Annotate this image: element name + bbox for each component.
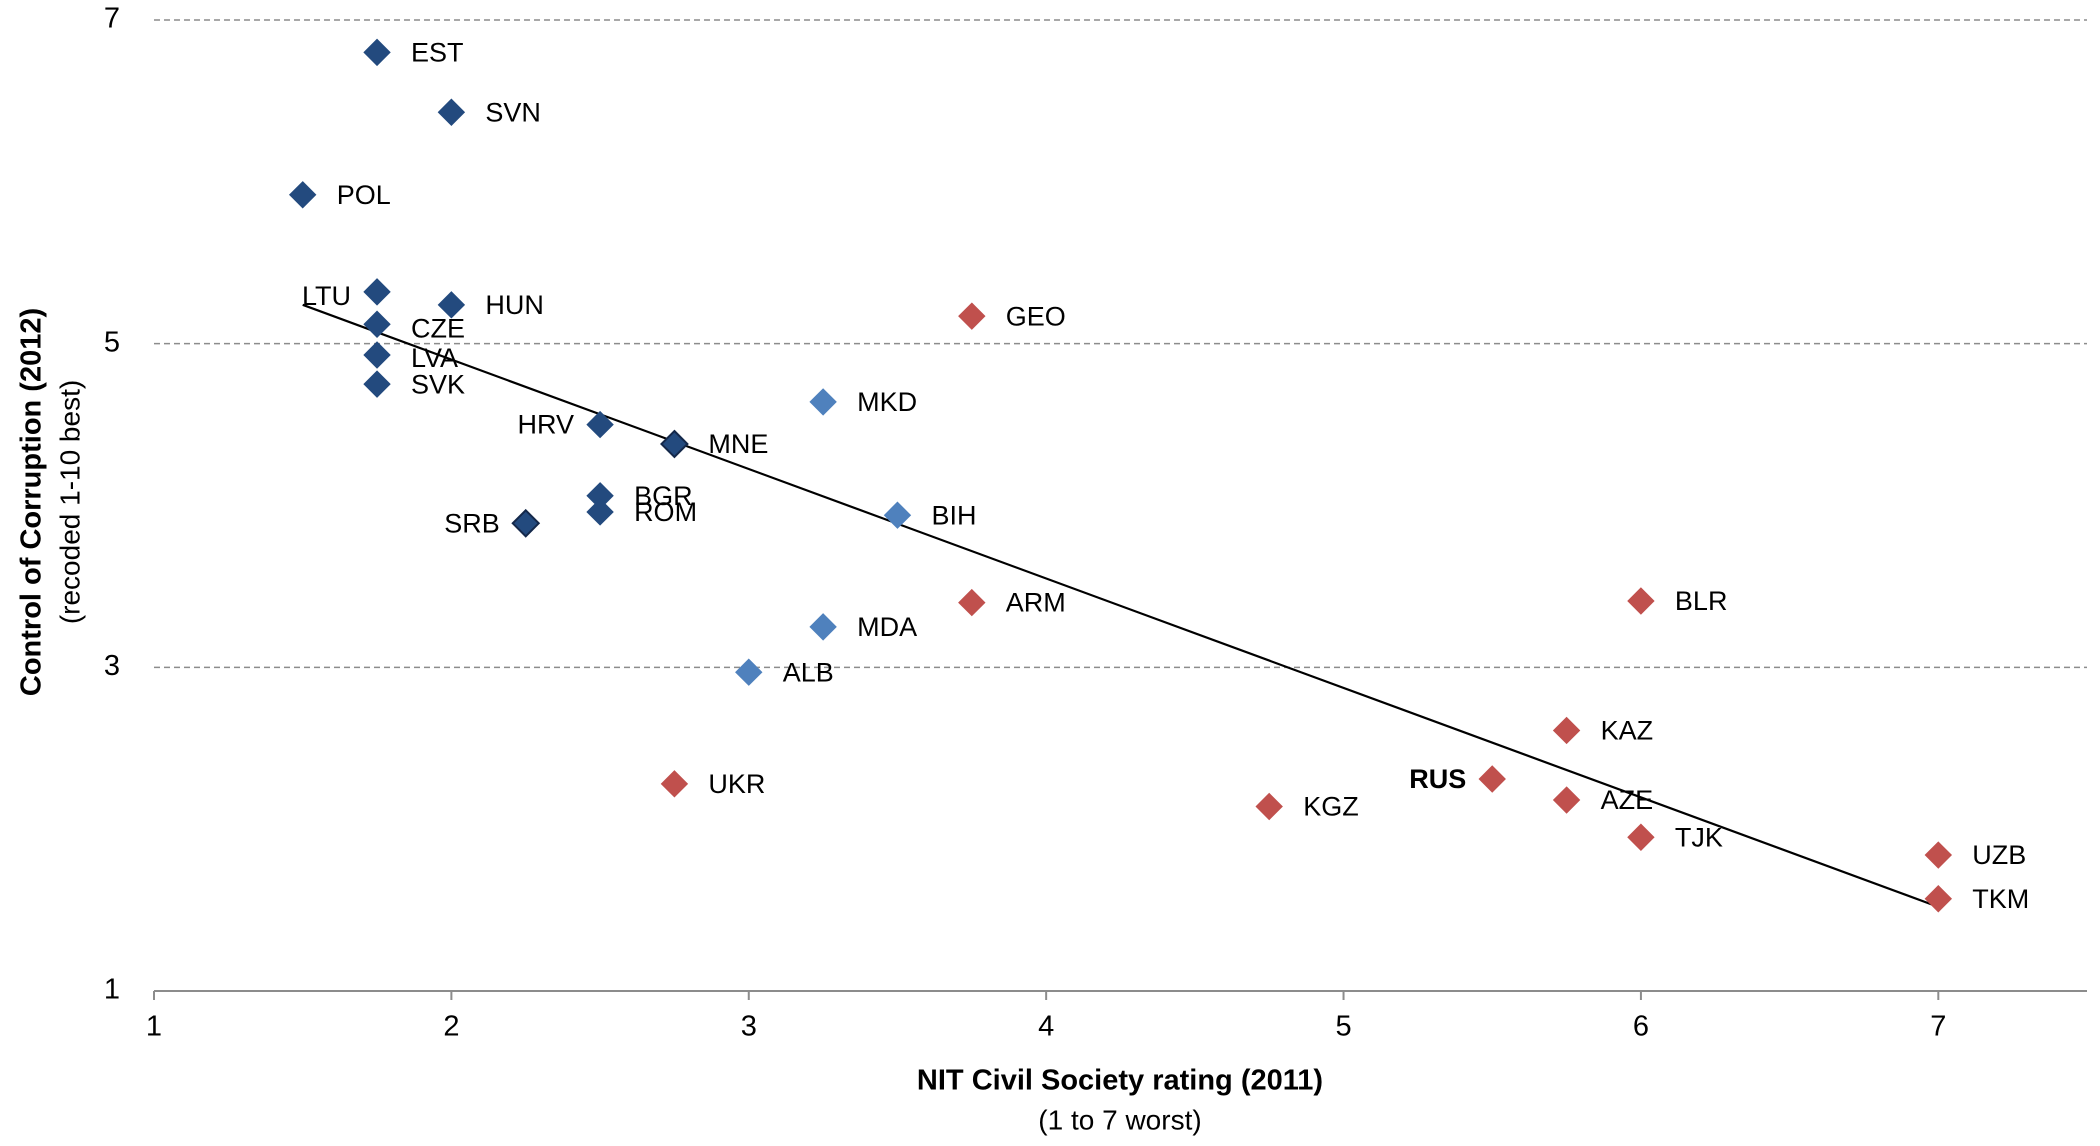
point [958, 588, 986, 617]
point-label: MKD [857, 387, 917, 417]
x-axis-title: NIT Civil Society rating (2011) [917, 1065, 1323, 1097]
point [437, 291, 466, 319]
point [958, 302, 986, 330]
y-axis-subtitle: (recoded 1-10 best) [54, 380, 85, 624]
y-tick-label: 1 [104, 974, 120, 1006]
point [1924, 841, 1953, 869]
point-label: LTU [302, 281, 351, 311]
point [735, 658, 763, 686]
point [1478, 765, 1506, 793]
x-tick-label: 4 [1038, 1011, 1054, 1043]
point [363, 38, 391, 67]
point-label: AZE [1601, 785, 1654, 815]
x-tick-label: 3 [741, 1011, 757, 1043]
point [363, 341, 391, 369]
point-label: HUN [485, 290, 544, 320]
y-tick-label: 7 [104, 3, 120, 35]
point [586, 410, 614, 439]
point-label: KAZ [1601, 716, 1654, 746]
point-label: UZB [1972, 840, 2026, 870]
point [1255, 792, 1283, 821]
point-label: HRV [518, 410, 575, 440]
point [883, 501, 912, 529]
point [1627, 587, 1655, 615]
point [586, 498, 614, 526]
point [363, 278, 391, 306]
point-label: RUS [1409, 764, 1466, 794]
point-label: TKM [1972, 884, 2029, 914]
point-label: UKR [708, 769, 765, 799]
point [1627, 823, 1655, 851]
y-axis-title: Control of Corruption (2012) [16, 308, 48, 696]
point-label: SVK [411, 369, 465, 399]
point-label: SRB [444, 508, 500, 538]
trend-line [302, 303, 1939, 908]
point-label: BLR [1675, 586, 1728, 616]
x-tick-label: 1 [146, 1011, 162, 1043]
point [437, 98, 466, 126]
point-label: KGZ [1303, 792, 1359, 822]
point-label: CZE [411, 313, 465, 343]
y-tick-label: 3 [104, 650, 120, 682]
point-label: BGR [634, 481, 693, 511]
point-label: ROM [634, 497, 697, 527]
x-tick-label: 7 [1930, 1011, 1946, 1043]
point [809, 613, 837, 641]
point [1552, 716, 1581, 745]
point [363, 310, 391, 338]
point-label: EST [411, 37, 464, 67]
point-label: LVA [411, 343, 458, 373]
point-label: POL [337, 180, 391, 210]
point [809, 388, 837, 416]
point [363, 370, 391, 398]
point-label: ALB [783, 657, 834, 687]
y-tick-label: 5 [104, 326, 120, 358]
point [660, 770, 689, 798]
x-axis-subtitle: (1 to 7 worst) [1038, 1104, 1201, 1135]
point [660, 429, 689, 459]
x-tick-label: 2 [443, 1011, 459, 1043]
point [1552, 786, 1581, 814]
point-label: SVN [485, 97, 541, 127]
point-label: BIH [931, 500, 976, 530]
point-label: MDA [857, 612, 917, 642]
point-label: GEO [1006, 301, 1066, 331]
point-label: TJK [1675, 822, 1723, 852]
point-label: MNE [708, 429, 768, 459]
x-tick-label: 5 [1335, 1011, 1351, 1043]
point-label: ARM [1006, 588, 1066, 618]
point [1924, 885, 1953, 913]
point [288, 181, 317, 209]
point [511, 508, 541, 538]
x-tick-label: 6 [1633, 1011, 1649, 1043]
